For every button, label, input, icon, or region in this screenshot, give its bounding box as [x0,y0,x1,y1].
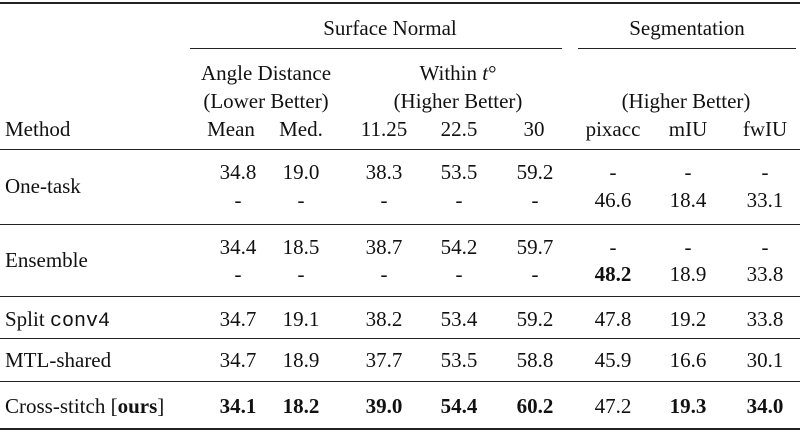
col-within-22-5: 22.5 [440,117,478,141]
conv4-code: conv4 [49,310,110,333]
cell-w225: 54.2 [440,235,478,259]
col-within-11-25: 11.25 [360,117,408,141]
cell-mean: 34.4 [219,235,257,259]
cell-mean: - [234,262,242,286]
cell-mean: 34.7 [219,348,257,372]
cell-pixacc: 47.2 [594,394,632,418]
cell-miu-best: 19.3 [669,394,707,418]
col-pixacc: pixacc [585,117,641,141]
row-method: One-task [5,174,81,198]
cell-med: - [297,188,305,212]
cell-w30: - [531,188,539,212]
cell-mean: 34.8 [219,160,257,184]
segmentation-underline [578,48,796,49]
row-method: Ensemble [5,248,88,272]
cell-pixacc: 47.8 [594,307,632,331]
cell-w225-best: 54.4 [440,394,478,418]
row-rule [0,224,800,225]
cell-w225: - [455,188,463,212]
group-surface-normal: Surface Normal [323,16,457,40]
cell-fwiu: 30.1 [746,348,784,372]
row-method: Split conv4 [5,307,110,333]
cell-med: 19.0 [282,160,320,184]
cell-fwiu: - [761,235,769,259]
row-rule [0,381,800,382]
cell-miu: - [684,160,692,184]
row-method: Cross-stitch [ours] [5,394,165,418]
cell-w225: 53.5 [440,160,478,184]
cell-fwiu-best: 34.0 [746,394,784,418]
top-rule [0,2,800,4]
cell-med: 18.5 [282,235,320,259]
angle-lower-better: (Lower Better) [203,89,329,113]
within-label: Within t° [419,61,497,85]
cell-w225: - [455,262,463,286]
cell-w1125: 38.2 [365,307,403,331]
cell-mean: 34.7 [219,307,257,331]
cell-w225: 53.5 [440,348,478,372]
cell-w1125: - [380,188,388,212]
col-within-30: 30 [523,117,545,141]
cell-w30: 58.8 [516,348,554,372]
cell-w30: 59.7 [516,235,554,259]
cell-w1125: 37.7 [365,348,403,372]
cell-pixacc: 45.9 [594,348,632,372]
cell-miu: 18.4 [669,188,707,212]
cell-miu: 16.6 [669,348,707,372]
bottom-rule [0,428,800,430]
col-fwiu: fwIU [742,117,788,141]
cell-w30: 59.2 [516,307,554,331]
cell-miu: - [684,235,692,259]
col-med: Med. [279,117,323,141]
ours-label: ours [117,394,158,418]
row-rule [0,296,800,297]
cell-fwiu: 33.8 [746,262,784,286]
row-rule [0,338,800,339]
cell-w30: - [531,262,539,286]
within-higher-better: (Higher Better) [393,89,523,113]
surface-normal-underline [190,48,562,49]
cell-med: 19.1 [282,307,320,331]
cell-miu: 19.2 [669,307,707,331]
col-method: Method [5,117,71,141]
group-segmentation: Segmentation [629,16,745,40]
cell-w1125: 38.3 [365,160,403,184]
cell-w1125: 38.7 [365,235,403,259]
cell-med: 18.9 [282,348,320,372]
col-mean: Mean [207,117,255,141]
cell-miu: 18.9 [669,262,707,286]
cell-pixacc: - [609,235,617,259]
cell-fwiu: 33.8 [746,307,784,331]
cell-mean: - [234,188,242,212]
cell-med: - [297,262,305,286]
cell-fwiu: - [761,160,769,184]
cell-w1125-best: 39.0 [365,394,403,418]
cell-w30-best: 60.2 [516,394,554,418]
cell-pixacc: 46.6 [594,188,632,212]
cell-w1125: - [380,262,388,286]
cell-pixacc: - [609,160,617,184]
segmentation-higher-better: (Higher Better) [621,89,751,113]
cell-pixacc-best: 48.2 [594,262,632,286]
cell-med-best: 18.2 [282,394,320,418]
header-rule [0,149,800,150]
cell-w225: 53.4 [440,307,478,331]
cell-mean-best: 34.1 [219,394,257,418]
angle-distance-label: Angle Distance [200,61,332,85]
cell-fwiu: 33.1 [746,188,784,212]
col-miu: mIU [668,117,708,141]
cell-w30: 59.2 [516,160,554,184]
row-method: MTL-shared [5,348,112,372]
